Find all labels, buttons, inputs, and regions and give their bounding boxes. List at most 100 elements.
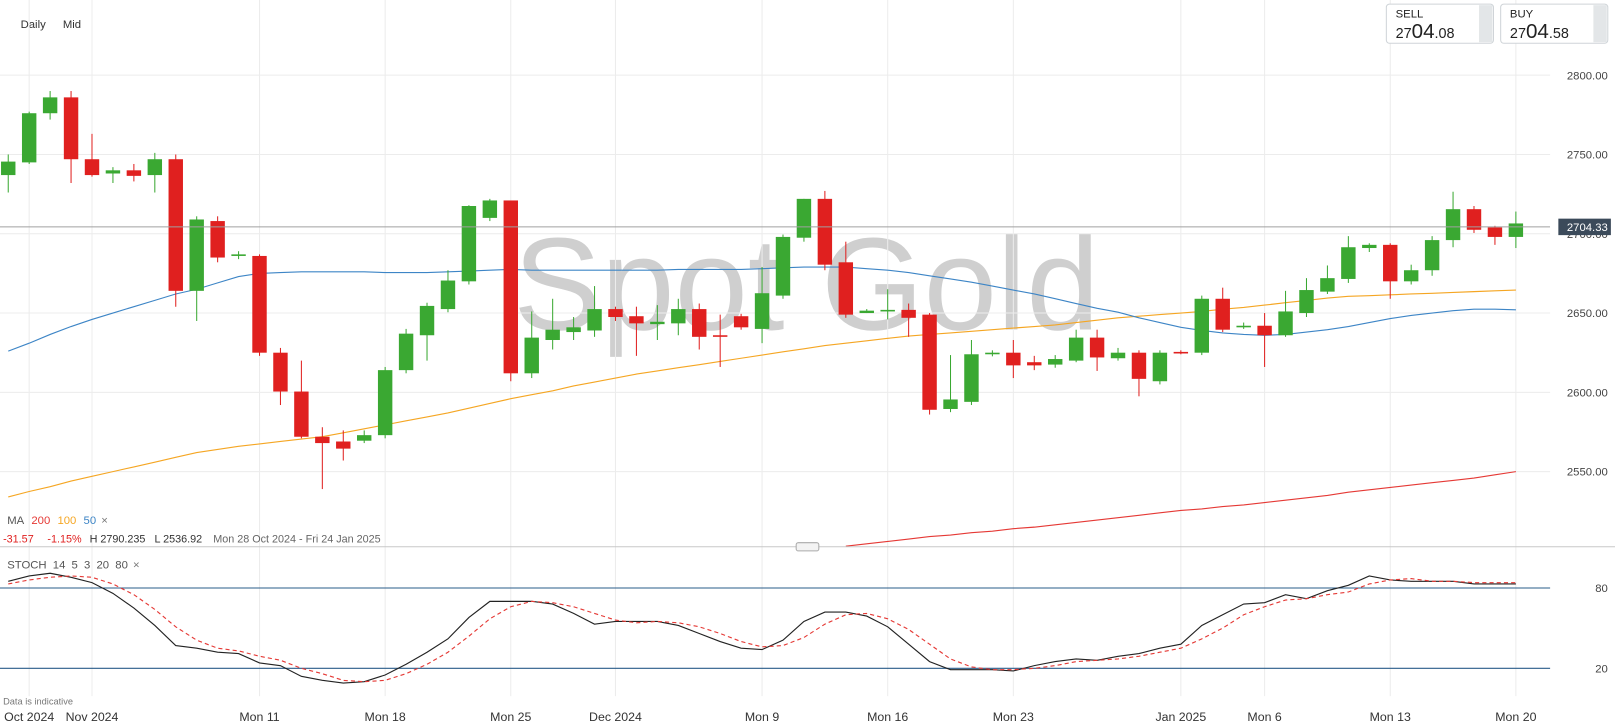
candle-body: [231, 254, 246, 256]
last-price-box: [1558, 218, 1611, 236]
info-text: Mon 28 Oct 2024 - Fri 24 Jan 2025: [213, 534, 380, 546]
candle-body: [482, 200, 498, 218]
buy-price: 2704.58: [1510, 20, 1569, 43]
stoch-title: STOCH: [7, 559, 46, 571]
buy-label: BUY: [1510, 9, 1534, 21]
sell-price: 2704.08: [1396, 20, 1455, 43]
y-tick-label: 20: [1595, 663, 1608, 675]
candle-body: [1, 161, 16, 176]
y-tick-label: 2600.00: [1567, 387, 1608, 399]
candle-body: [587, 309, 602, 331]
candle-body: [1403, 270, 1419, 282]
candle-body: [1236, 325, 1251, 328]
y-tick-label: 2750.00: [1567, 150, 1608, 162]
x-tick-label: Oct 2024: [4, 710, 54, 724]
candle-body: [1257, 325, 1272, 336]
legend-close[interactable]: ×: [101, 515, 108, 527]
candle-body: [985, 352, 1000, 355]
candle-body: [943, 399, 958, 409]
buy-price-part: .58: [1549, 26, 1569, 42]
x-tick-label: Mon 18: [365, 710, 406, 724]
candle-body: [1027, 362, 1042, 366]
stoch-param: 3: [84, 559, 90, 571]
x-tick-label: Mon 11: [239, 710, 279, 724]
y-tick-label: 2800.00: [1567, 70, 1608, 82]
candle-body: [650, 321, 665, 325]
candle-body: [712, 335, 728, 337]
candle-body: [1047, 359, 1063, 365]
last-price-label: 2704.33: [1567, 222, 1608, 234]
sell-strip: [1479, 5, 1493, 43]
candle-body: [105, 170, 121, 174]
legend-close[interactable]: ×: [133, 559, 140, 571]
stoch-param: 20: [97, 559, 110, 571]
stoch-param: 80: [115, 559, 128, 571]
candle-body: [901, 309, 916, 318]
candle-body: [84, 159, 100, 176]
candle-body: [922, 314, 937, 410]
candle-body: [252, 255, 267, 353]
candle-body: [126, 170, 142, 176]
info-text: -31.57: [3, 534, 34, 546]
sell-price-part: .08: [1435, 26, 1455, 42]
candle-body: [1487, 227, 1503, 237]
legend-entry: 100: [57, 515, 76, 527]
candle-body: [503, 200, 518, 374]
y-tick-label: 80: [1595, 583, 1608, 595]
candle-body: [189, 219, 204, 291]
stoch-param: 5: [72, 559, 78, 571]
x-tick-label: Mon 16: [867, 710, 908, 724]
candle-body: [1152, 352, 1168, 382]
candle-body: [1131, 352, 1147, 379]
y-tick-label: 2650.00: [1567, 308, 1608, 320]
candle-body: [147, 159, 163, 176]
sell-price-part: 04: [1412, 20, 1435, 43]
info-text: H 2790.235: [90, 534, 146, 546]
price-type[interactable]: Mid: [63, 19, 81, 31]
candle-body: [42, 97, 58, 114]
x-tick-label: Dec 2024: [589, 710, 642, 724]
candle-body: [545, 329, 560, 341]
candle-body: [294, 391, 309, 437]
candle-body: [1194, 298, 1209, 353]
buy-button[interactable]: [1500, 3, 1609, 44]
candle-body: [692, 309, 707, 337]
candle-body: [1445, 209, 1461, 241]
candle-body: [1110, 352, 1126, 359]
candle-body: [859, 310, 874, 314]
x-tick-label: Jan 2025: [1155, 710, 1206, 724]
line: [8, 575, 1516, 683]
buy-price-part: 27: [1510, 26, 1526, 42]
candle-body: [524, 337, 539, 374]
candle-body: [440, 280, 456, 310]
candle-body: [775, 236, 791, 296]
x-tick-label: Nov 2024: [66, 710, 119, 724]
candle-body: [1383, 244, 1398, 282]
candle-body: [273, 352, 288, 392]
candle-body: [210, 221, 225, 258]
candle-body: [356, 435, 372, 441]
candle-body: [796, 198, 812, 238]
candle-body: [838, 262, 854, 315]
candle-body: [315, 436, 330, 444]
buy-price-part: 04: [1526, 20, 1549, 43]
candle-body: [1320, 278, 1335, 292]
line: [845, 471, 1517, 547]
sell-button[interactable]: [1385, 3, 1494, 44]
candle-body: [671, 309, 686, 324]
sell-label: SELL: [1396, 9, 1424, 21]
info-text: -1.15%: [47, 534, 82, 546]
pane-handle[interactable]: [795, 542, 820, 552]
candle-body: [964, 354, 979, 402]
buy-strip: [1593, 5, 1607, 43]
candle-body: [817, 198, 833, 265]
x-tick-label: Mon 9: [745, 710, 779, 724]
disclaimer: Data is indicative: [3, 696, 73, 706]
info-text: L 2536.92: [154, 534, 202, 546]
y-tick-label: 2550.00: [1567, 467, 1608, 479]
interval[interactable]: Daily: [21, 19, 46, 31]
x-tick-label: Mon 6: [1247, 710, 1281, 724]
legend-entry: 200: [31, 515, 50, 527]
candle-body: [608, 309, 623, 318]
